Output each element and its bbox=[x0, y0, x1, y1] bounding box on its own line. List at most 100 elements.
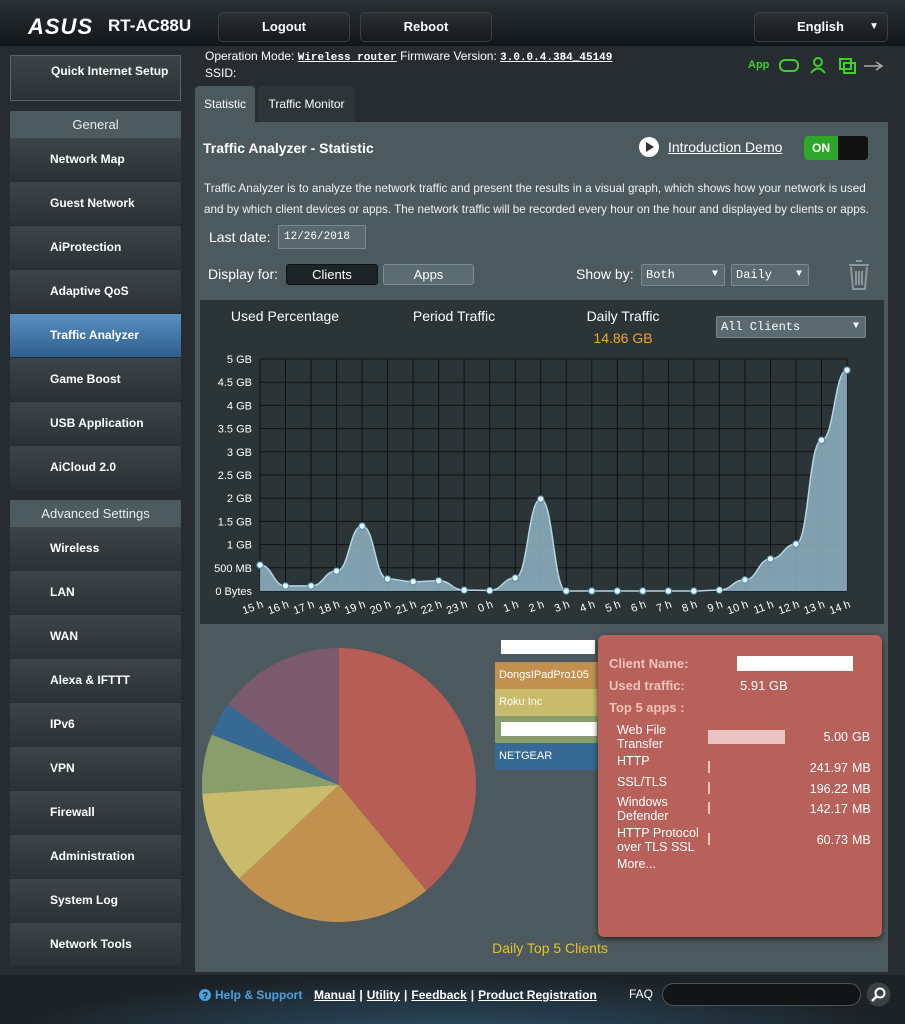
help-support[interactable]: Help & Support bbox=[215, 988, 303, 1002]
app-name: Web File Transfer bbox=[617, 723, 667, 751]
separator: | bbox=[470, 988, 475, 1002]
x-tick-label: 13 h bbox=[802, 599, 826, 618]
quick-setup[interactable]: Quick Internet Setup bbox=[10, 55, 181, 101]
pie-slice[interactable] bbox=[239, 785, 427, 922]
legend-item[interactable]: Roku Inc bbox=[495, 689, 598, 716]
legend-item[interactable] bbox=[495, 716, 598, 743]
y-tick-label: 1 GB bbox=[227, 540, 252, 552]
link[interactable]: 3.0.0.4.384_45149 bbox=[500, 52, 613, 64]
app-link[interactable]: App bbox=[748, 59, 770, 71]
app-bar bbox=[708, 833, 710, 845]
x-tick-label: 17 h bbox=[292, 599, 316, 618]
legend-item[interactable]: NETGEAR bbox=[495, 743, 598, 770]
x-tick-label: 22 h bbox=[419, 599, 443, 618]
x-tick-label: 23 h bbox=[445, 599, 469, 618]
menu-item[interactable]: AiCloud 2.0 bbox=[10, 446, 181, 489]
language: English bbox=[797, 19, 844, 34]
pie-slice[interactable] bbox=[202, 785, 339, 879]
tab[interactable]: Statistic bbox=[195, 86, 255, 122]
link[interactable]: Wireless router bbox=[297, 52, 397, 64]
point bbox=[358, 522, 366, 530]
period-select[interactable]: Daily ▼ bbox=[731, 264, 809, 286]
legend-item[interactable] bbox=[495, 637, 598, 662]
clients-button[interactable]: Clients bbox=[286, 264, 378, 285]
menu-item[interactable]: Adaptive QoS bbox=[10, 270, 181, 313]
footer-link[interactable]: Product Registration bbox=[478, 988, 597, 1002]
y-tick-label: 5 GB bbox=[227, 354, 252, 366]
app-unit: MB bbox=[852, 761, 871, 775]
menu-item[interactable]: Alexa & IFTTT bbox=[10, 659, 181, 702]
brand-logo: ASUS bbox=[28, 14, 94, 39]
point bbox=[256, 561, 264, 569]
point bbox=[741, 576, 749, 584]
x-tick-label: 19 h bbox=[343, 599, 367, 618]
menu-item[interactable]: IPv6 bbox=[10, 703, 181, 746]
pie-slice[interactable] bbox=[339, 648, 476, 891]
chart-tab[interactable]: Daily Traffic bbox=[587, 308, 660, 324]
app-name: Windows Defender bbox=[617, 795, 669, 823]
reboot-button[interactable]: Reboot bbox=[360, 12, 492, 42]
menu-item[interactable]: USB Application bbox=[10, 402, 181, 445]
label: Top 5 apps : bbox=[609, 700, 685, 715]
point bbox=[817, 436, 826, 444]
app-name: HTTP Protocol over TLS SSL bbox=[617, 826, 699, 854]
chart-tab[interactable]: Period Traffic bbox=[413, 308, 495, 324]
client-select[interactable]: All Clients ▼ bbox=[716, 316, 866, 338]
menu-item[interactable]: LAN bbox=[10, 571, 181, 614]
menu-item[interactable]: Network Tools bbox=[10, 923, 181, 966]
x-tick-label: 21 h bbox=[394, 599, 418, 618]
trash-icon[interactable] bbox=[846, 258, 872, 292]
menu-item[interactable]: Game Boost bbox=[10, 358, 181, 401]
show-by-select[interactable]: Both ▼ bbox=[641, 264, 725, 286]
menu-item[interactable]: System Log bbox=[10, 879, 181, 922]
logout-button[interactable]: Logout bbox=[218, 12, 350, 42]
point bbox=[639, 587, 647, 595]
menu-item[interactable]: Traffic Analyzer bbox=[10, 314, 181, 357]
point bbox=[843, 366, 851, 374]
menu-item[interactable]: Guest Network bbox=[10, 182, 181, 225]
menu-item[interactable]: AiProtection bbox=[10, 226, 181, 269]
tab[interactable]: Traffic Monitor bbox=[258, 86, 355, 122]
icon bbox=[779, 59, 799, 72]
menu-item[interactable]: Wireless bbox=[10, 527, 181, 570]
point bbox=[281, 582, 290, 590]
svg-text:?: ? bbox=[202, 991, 208, 1002]
intro-demo-link[interactable]: Introduction Demo bbox=[668, 139, 783, 155]
toggle[interactable]: ON bbox=[804, 136, 868, 160]
x-tick-label: 12 h bbox=[777, 599, 801, 618]
apps-button[interactable]: Apps bbox=[383, 264, 474, 285]
chart-tab[interactable]: Used Percentage bbox=[231, 308, 339, 324]
more-link[interactable]: More... bbox=[617, 857, 656, 871]
icon bbox=[843, 62, 856, 74]
menu-item[interactable]: Administration bbox=[10, 835, 181, 878]
pie-slice[interactable] bbox=[202, 734, 339, 794]
menu-item[interactable]: WAN bbox=[10, 615, 181, 658]
play-icon[interactable] bbox=[638, 136, 660, 158]
faq-search[interactable] bbox=[662, 983, 861, 1006]
app-unit: GB bbox=[852, 730, 871, 744]
footer-link[interactable]: Utility bbox=[366, 988, 401, 1002]
menu-item[interactable]: Firewall bbox=[10, 791, 181, 834]
menu-item[interactable]: Network Map bbox=[10, 138, 181, 181]
menu-item[interactable]: VPN bbox=[10, 747, 181, 790]
pie-slice[interactable] bbox=[211, 704, 339, 785]
legend-item[interactable]: DongsIPadPro105 bbox=[495, 662, 598, 689]
point bbox=[766, 555, 775, 563]
option: All Clients bbox=[721, 320, 801, 334]
ssid-label: SSID: bbox=[205, 66, 237, 80]
y-tick-label: 500 MB bbox=[214, 563, 252, 575]
point bbox=[409, 578, 417, 586]
y-tick-label: 3.5 GB bbox=[218, 424, 252, 436]
language-select[interactable]: English ▼ bbox=[754, 12, 888, 42]
x-tick-label: 16 h bbox=[266, 599, 290, 618]
app-unit: MB bbox=[852, 802, 871, 816]
pie-slice[interactable] bbox=[228, 648, 339, 785]
legend-label: NETGEAR bbox=[499, 750, 553, 762]
search-button[interactable] bbox=[866, 982, 891, 1007]
x-tick-label: 18 h bbox=[317, 599, 341, 618]
last-date-input[interactable]: 12/26/2018 bbox=[278, 225, 366, 249]
footer-link[interactable]: Manual bbox=[314, 988, 356, 1002]
footer-link[interactable]: Feedback bbox=[411, 988, 467, 1002]
x-tick-label: 6 h bbox=[629, 599, 647, 616]
